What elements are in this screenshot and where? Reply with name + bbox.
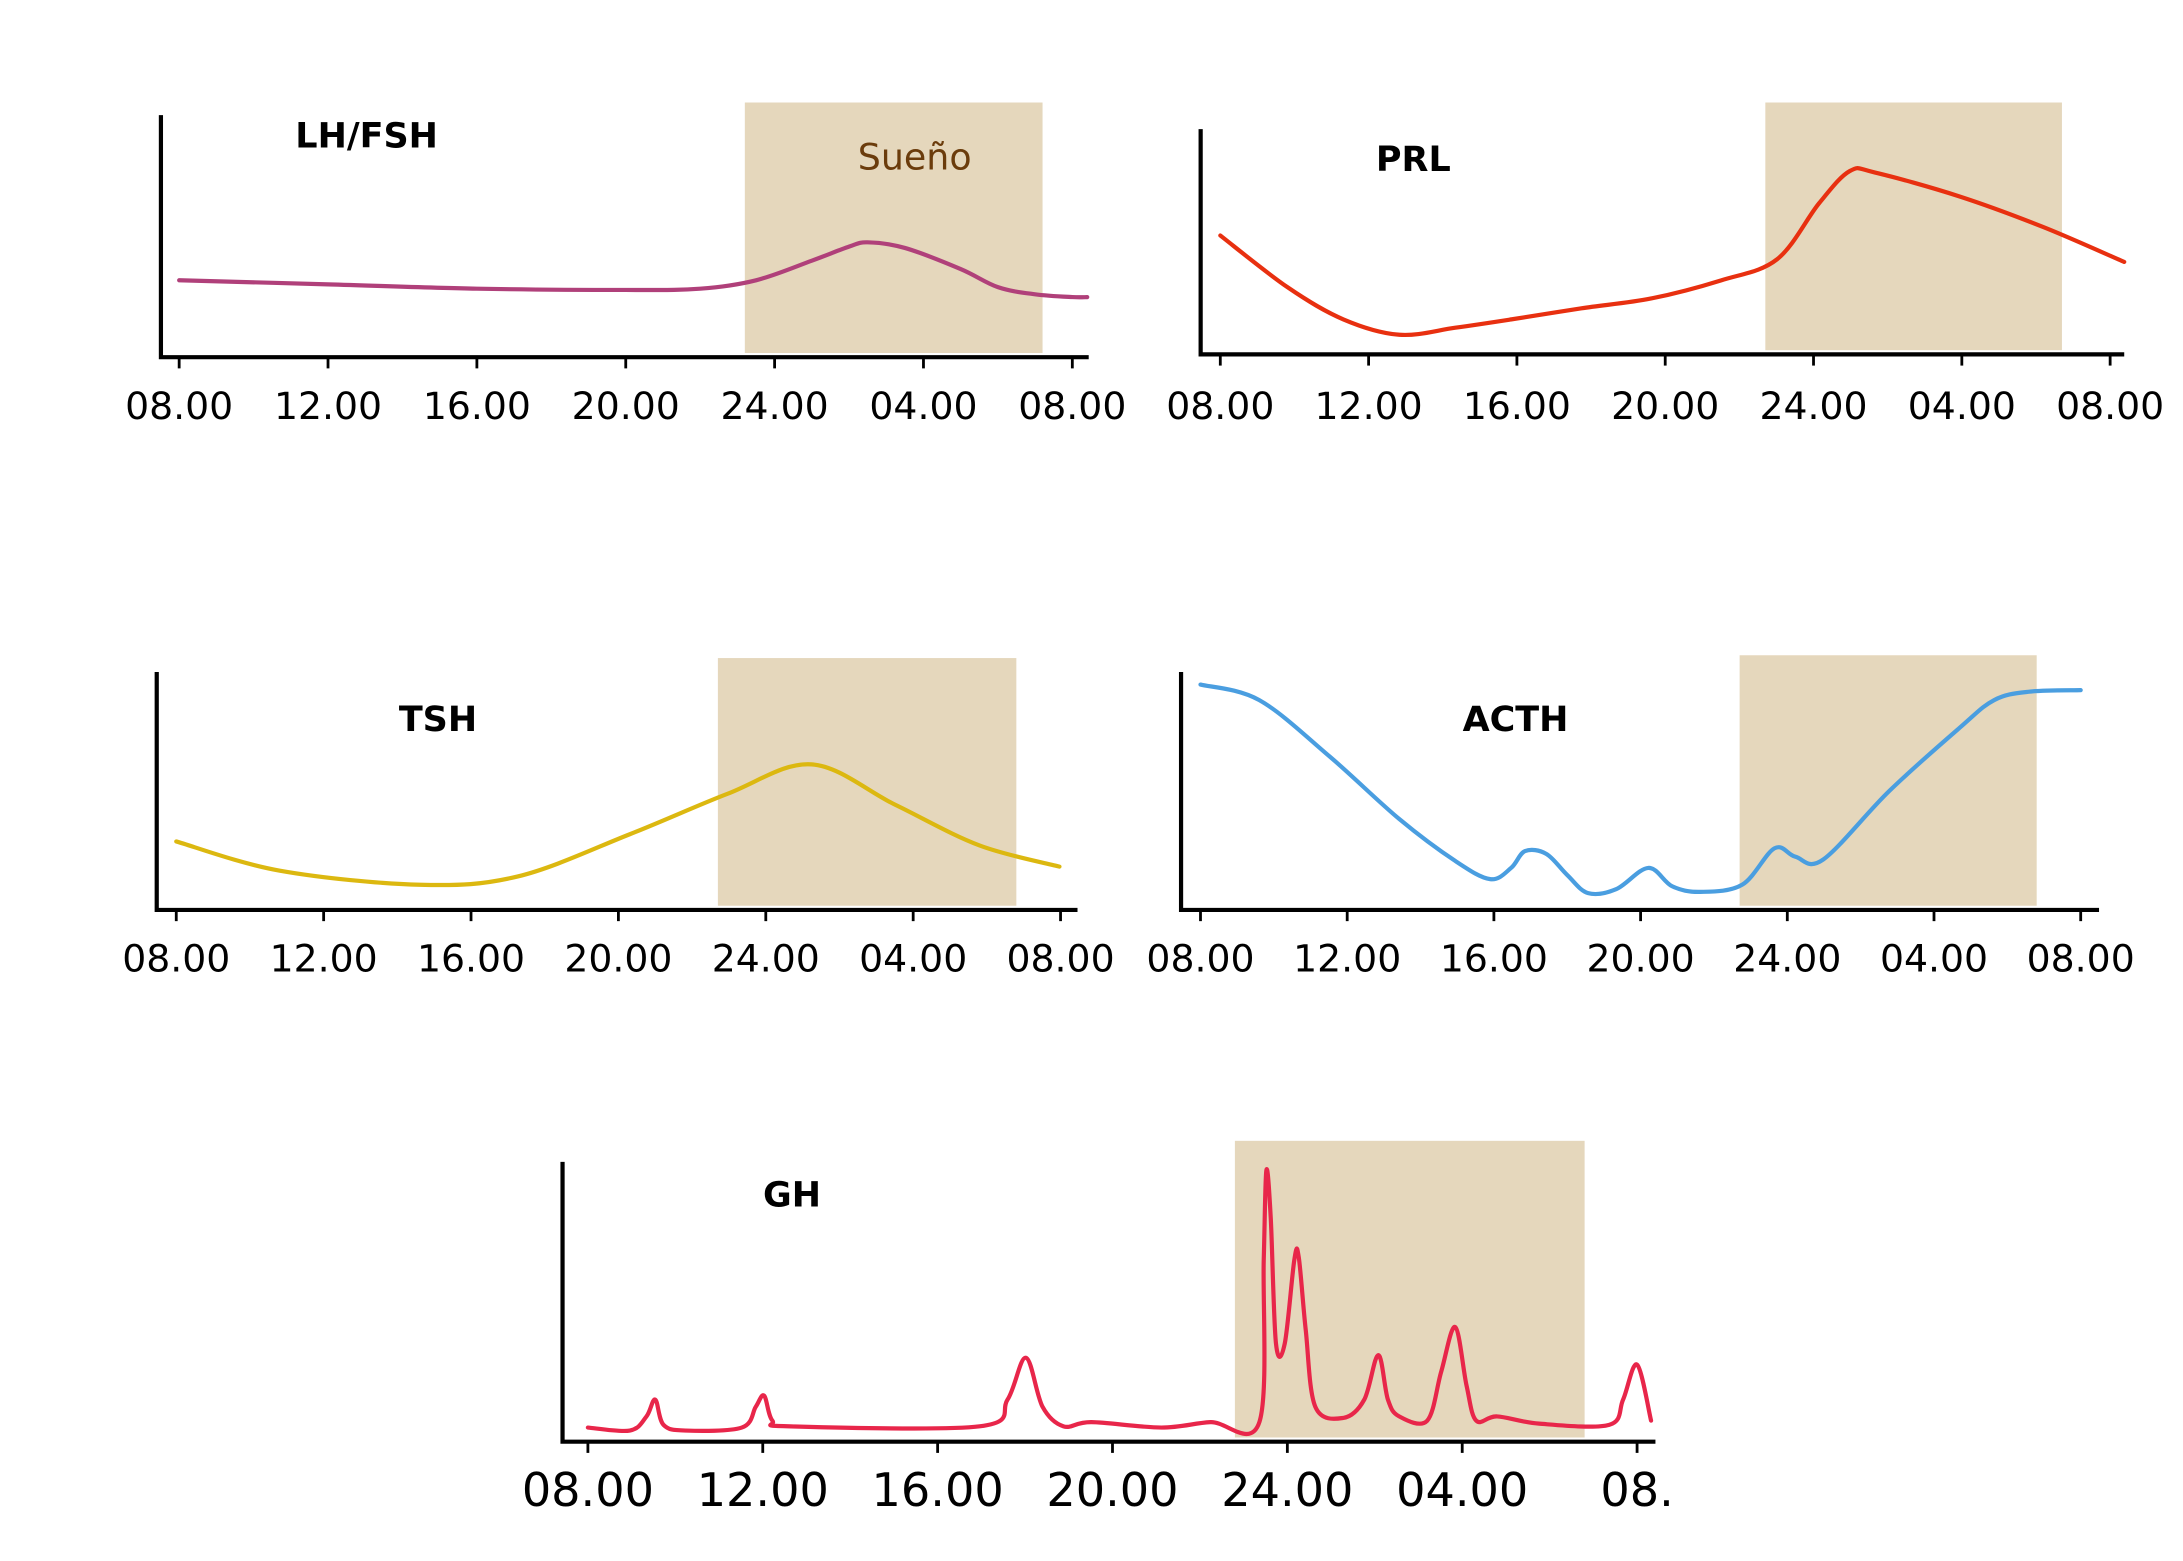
x-tick-label: 08.00 (1018, 384, 1126, 428)
axis (560, 1161, 1656, 1444)
x-tick-label: 24.00 (721, 384, 829, 428)
panel: TSH 08.00 12.00 16.00 20.00 24.00 04.00 08.00 (122, 658, 1115, 981)
x-tick-label: 24.00 (1759, 384, 1867, 428)
line-series (177, 240, 1090, 300)
x-tick-label: 12.00 (697, 1463, 829, 1517)
x-tick-label: 20.00 (572, 384, 680, 428)
panel: PRL 08.00 12.00 16.00 20.00 24.00 04.00 08.00 (1166, 102, 2164, 428)
chart-title: GH (763, 1176, 821, 1216)
chart-title: ACTH (1463, 700, 1569, 740)
x-tick-label: 24.00 (712, 937, 820, 981)
x-tick-label: 08.00 (125, 384, 233, 428)
x-tick-label: 08. (1600, 1463, 1673, 1517)
chart-title: LH/FSH (295, 116, 438, 156)
axis (154, 672, 1078, 913)
x-tick-label: 12.00 (1315, 384, 1423, 428)
x-tick-label: 08.00 (522, 1463, 654, 1517)
sleep-band (1234, 1140, 1585, 1438)
x-tick-label: 08.00 (1006, 937, 1114, 981)
x-tick-label: 12.00 (1293, 937, 1401, 981)
x-tick-label: 16.00 (423, 384, 531, 428)
x-tick-label: 08.00 (2056, 384, 2164, 428)
axis (1178, 672, 2100, 913)
x-tick-label: 12.00 (274, 384, 382, 428)
x-tick-label: 08.00 (1146, 937, 1254, 981)
sleep-band (744, 102, 1043, 353)
x-tick-label: 12.00 (270, 937, 378, 981)
panel: ACTH 08.00 12.00 16.00 20.00 24.00 04.00 08.00 (1146, 655, 2135, 981)
line-series (1218, 166, 2127, 338)
sleep-band (717, 658, 1017, 906)
x-tick-label: 24.00 (1733, 937, 1841, 981)
band-label: Sueño (858, 136, 972, 179)
x-tick-label: 16.00 (1440, 937, 1548, 981)
x-tick-label: 20.00 (1587, 937, 1695, 981)
x-tick-label: 04.00 (1908, 384, 2016, 428)
line-series (585, 1167, 1654, 1437)
x-tick-label: 04.00 (859, 937, 967, 981)
x-tick-label: 20.00 (564, 937, 672, 981)
x-tick-label: 16.00 (417, 937, 525, 981)
x-tick-label: 20.00 (1611, 384, 1719, 428)
chart-title: PRL (1376, 140, 1451, 180)
x-tick-label: 04.00 (869, 384, 977, 428)
x-tick-label: 04.00 (1396, 1463, 1528, 1517)
x-tick-label: 16.00 (872, 1463, 1004, 1517)
x-tick-label: 24.00 (1221, 1463, 1353, 1517)
line-series (1198, 682, 2083, 897)
x-tick-label: 16.00 (1463, 384, 1571, 428)
x-tick-label: 08.00 (2027, 937, 2135, 981)
panel: GH 08.00 12.00 16.00 20.00 24.00 04.00 08. (522, 1140, 1674, 1517)
sleep-band (1765, 102, 2062, 351)
axis (1198, 129, 2125, 357)
axis (158, 115, 1089, 360)
x-tick-label: 08.00 (122, 937, 230, 981)
line-series (174, 762, 1062, 888)
x-tick-label: 08.00 (1166, 384, 1274, 428)
panel: Sueño LH/FSH 08.00 12.00 16.00 20.00 24.00 04.0… (125, 102, 1126, 428)
x-tick-label: 20.00 (1046, 1463, 1178, 1517)
sleep-band (1739, 655, 2037, 906)
x-tick-label: 04.00 (1880, 937, 1988, 981)
chart-title: TSH (399, 700, 477, 740)
